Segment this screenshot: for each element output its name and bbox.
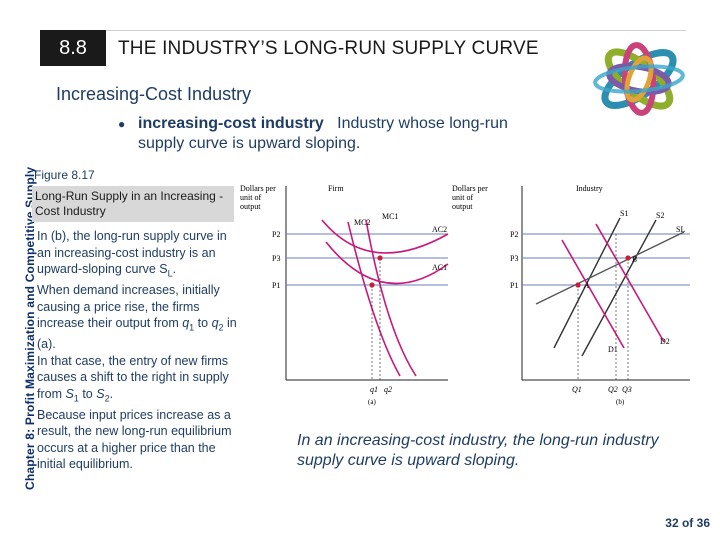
industry-label-p1: P1 <box>510 281 518 290</box>
description-paragraph-2: When demand increases, initially causing… <box>37 283 237 351</box>
industry-label-q3: Q3 <box>622 385 632 394</box>
industry-label-p3: P3 <box>510 254 518 263</box>
firm-label-ac1: AC1 <box>432 263 447 272</box>
firm-mc2-curve <box>347 221 401 377</box>
firm-label-p1: P1 <box>272 281 280 290</box>
firm-point-initial <box>369 282 375 288</box>
industry-label-q1: Q1 <box>572 385 582 394</box>
industry-label-d2: D2 <box>660 337 670 346</box>
industry-label-s1: S1 <box>620 209 628 218</box>
industry-label-sl: SL <box>676 225 685 234</box>
definition-text-line2: supply curve is upward sloping. <box>138 135 361 152</box>
firm-y-label-3: output <box>240 202 261 211</box>
rings-logo-icon <box>593 42 685 116</box>
firm-ac2-curve <box>321 219 449 254</box>
industry-panel: Dollars per unit of output Industry P2 P… <box>452 184 690 406</box>
industry-label-p2: P2 <box>510 230 518 239</box>
firm-title: Firm <box>328 184 344 193</box>
firm-label-q1: q1 <box>370 385 378 394</box>
firm-panel: Dollars per unit of output Firm P2 P3 P1… <box>240 184 449 406</box>
industry-label-b: B <box>632 255 637 264</box>
industry-d2-curve <box>595 223 665 343</box>
long-run-supply-graph: Dollars per unit of output Firm P2 P3 P1… <box>240 184 690 406</box>
industry-label-d1: D1 <box>608 345 618 354</box>
title-rule <box>106 30 686 31</box>
figure-description: In (b), the long-run supply curve in an … <box>37 228 240 473</box>
industry-label-q2: Q2 <box>608 385 618 394</box>
industry-y-label-3: output <box>452 202 473 211</box>
industry-y-label-2: unit of <box>452 193 473 202</box>
firm-ac1-curve <box>325 241 449 285</box>
slide-title: THE INDUSTRY’S LONG-RUN SUPPLY CURVE <box>118 38 539 59</box>
firm-label-ac2: AC2 <box>432 225 447 234</box>
description-paragraph-3: In that case, the entry of new firms cau… <box>37 353 229 404</box>
firm-mc1-curve <box>365 219 417 377</box>
description-paragraph-1: In (b), the long-run supply curve in an … <box>37 229 227 279</box>
firm-y-label-2: unit of <box>240 193 261 202</box>
definition-block: ● increasing-cost industry Industry whose… <box>118 114 588 154</box>
definition-term: increasing-cost industry <box>138 115 324 132</box>
firm-point-new <box>377 255 383 261</box>
firm-label-mc1: MC1 <box>382 212 398 221</box>
firm-label-p2: P2 <box>272 230 280 239</box>
description-paragraph-4: Because input prices increase as a resul… <box>37 407 232 472</box>
industry-point-a <box>575 282 581 288</box>
industry-y-label-1: Dollars per <box>452 184 488 193</box>
industry-d1-curve <box>561 239 625 349</box>
firm-label-mc2: MC2 <box>354 218 370 227</box>
section-number-badge: 8.8 <box>40 30 106 66</box>
firm-label-q2: q2 <box>384 385 392 394</box>
firm-y-label-1: Dollars per <box>240 184 276 193</box>
industry-label-s2: S2 <box>656 211 664 220</box>
figure-label: Figure 8.17 <box>34 168 95 182</box>
industry-point-b <box>625 255 631 261</box>
page-number: 32 of 36 <box>665 516 710 530</box>
bullet-icon: ● <box>118 117 126 131</box>
industry-s2-curve <box>581 219 657 357</box>
industry-label-a: A <box>583 281 589 290</box>
firm-panel-tag: (a) <box>368 398 376 406</box>
definition-text-line1: Industry whose long-run <box>337 115 508 132</box>
section-subtitle: Increasing-Cost Industry <box>56 84 252 104</box>
conclusion-text: In an increasing-cost industry, the long… <box>297 432 659 469</box>
industry-sl-curve <box>535 231 685 305</box>
industry-panel-tag: (b) <box>616 398 625 406</box>
firm-label-p3: P3 <box>272 254 280 263</box>
industry-title: Industry <box>576 184 603 193</box>
figure-caption: Long-Run Supply in an Increasing -Cost I… <box>32 186 234 222</box>
